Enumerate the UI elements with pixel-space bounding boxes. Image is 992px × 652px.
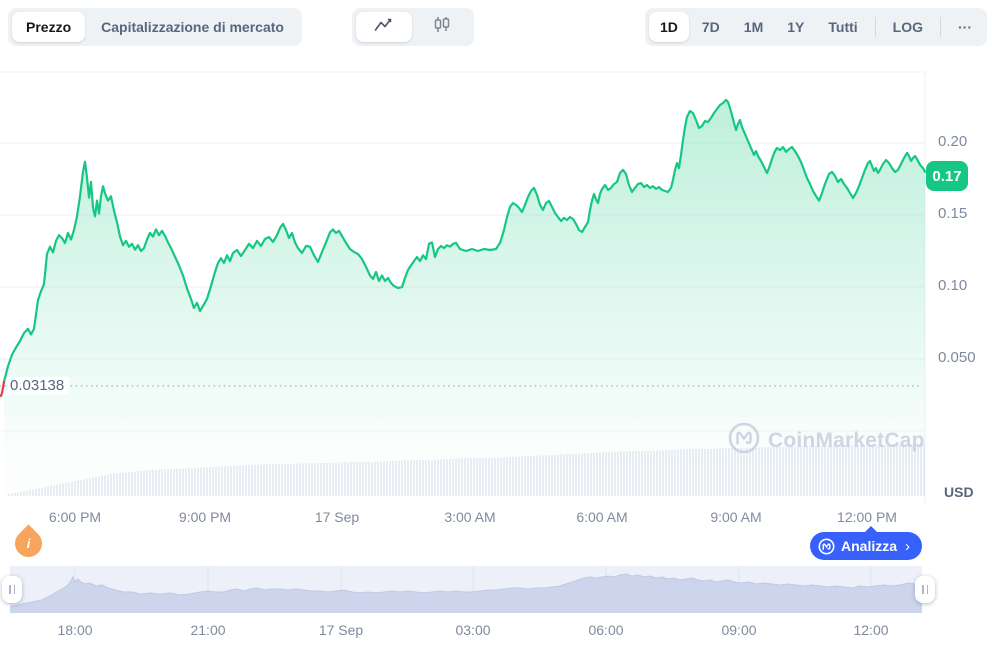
- range-1y[interactable]: 1Y: [787, 19, 805, 35]
- line-chart-toggle[interactable]: [356, 12, 412, 42]
- y-tick-label: 0.15: [938, 205, 968, 222]
- navigator-tick-label: 17 Sep: [318, 622, 364, 638]
- coinmarketcap-watermark: CoinMarketCap: [728, 422, 925, 459]
- range-1d[interactable]: 1D: [648, 12, 689, 42]
- chart-type-switch: [352, 8, 474, 46]
- navigator-left-handle[interactable]: [2, 576, 22, 603]
- chart-mode-switch: Prezzo Capitalizzazione di mercato: [8, 8, 302, 46]
- x-tick-label: 9:00 PM: [178, 509, 232, 525]
- info-icon[interactable]: i: [9, 524, 48, 563]
- navigator-tick-label: 09:00: [721, 622, 757, 638]
- currency-unit-label: USD: [944, 484, 974, 500]
- navigator-tick-label: 18:00: [57, 622, 93, 638]
- watermark-text: CoinMarketCap: [768, 428, 925, 452]
- x-tick-label: 3:00 AM: [444, 509, 496, 525]
- divider: [940, 17, 941, 37]
- x-tick-label: 12:00 PM: [837, 509, 897, 525]
- analyze-button[interactable]: Analizza ›: [810, 526, 923, 560]
- baseline-price-label: 0.03138: [8, 377, 70, 394]
- x-tick-label: 6:00 PM: [48, 509, 102, 525]
- navigator-tick-label: 21:00: [190, 622, 226, 638]
- log-scale-toggle[interactable]: LOG: [892, 19, 923, 35]
- divider: [874, 17, 876, 37]
- y-tick-label: 0.10: [938, 277, 968, 294]
- range-all[interactable]: Tutti: [828, 19, 858, 35]
- range-1m[interactable]: 1M: [743, 19, 764, 35]
- more-options-button[interactable]: ···: [958, 19, 972, 35]
- candlestick-toggle[interactable]: [414, 12, 470, 42]
- x-tick-label: 17 Sep: [314, 509, 360, 525]
- navigator-strip[interactable]: [10, 566, 922, 613]
- analyze-label: Analizza: [841, 538, 898, 554]
- current-price-badge: 0.17: [926, 161, 968, 191]
- navigator-tick-label: 12:00: [853, 622, 889, 638]
- y-tick-label: 0.050: [938, 349, 976, 366]
- analyze-logo-icon: [818, 538, 835, 555]
- candlestick-icon: [431, 16, 453, 39]
- y-tick-label: 0.20: [938, 133, 968, 150]
- x-tick-label: 6:00 AM: [576, 509, 628, 525]
- time-range-switch: 1D 7D 1M 1Y Tutti LOG ···: [644, 8, 987, 46]
- navigator-tick-label: 03:00: [455, 622, 491, 638]
- tab-price[interactable]: Prezzo: [12, 12, 86, 42]
- x-tick-label: 9:00 AM: [710, 509, 762, 525]
- range-7d[interactable]: 7D: [701, 19, 720, 35]
- navigator-tick-label: 06:00: [588, 622, 624, 638]
- line-chart-icon: [374, 18, 394, 37]
- tab-market-cap[interactable]: Capitalizzazione di mercato: [101, 19, 284, 35]
- navigator-right-handle[interactable]: [915, 576, 935, 603]
- chevron-right-icon: ›: [905, 537, 911, 555]
- coinmarketcap-logo-icon: [728, 422, 760, 459]
